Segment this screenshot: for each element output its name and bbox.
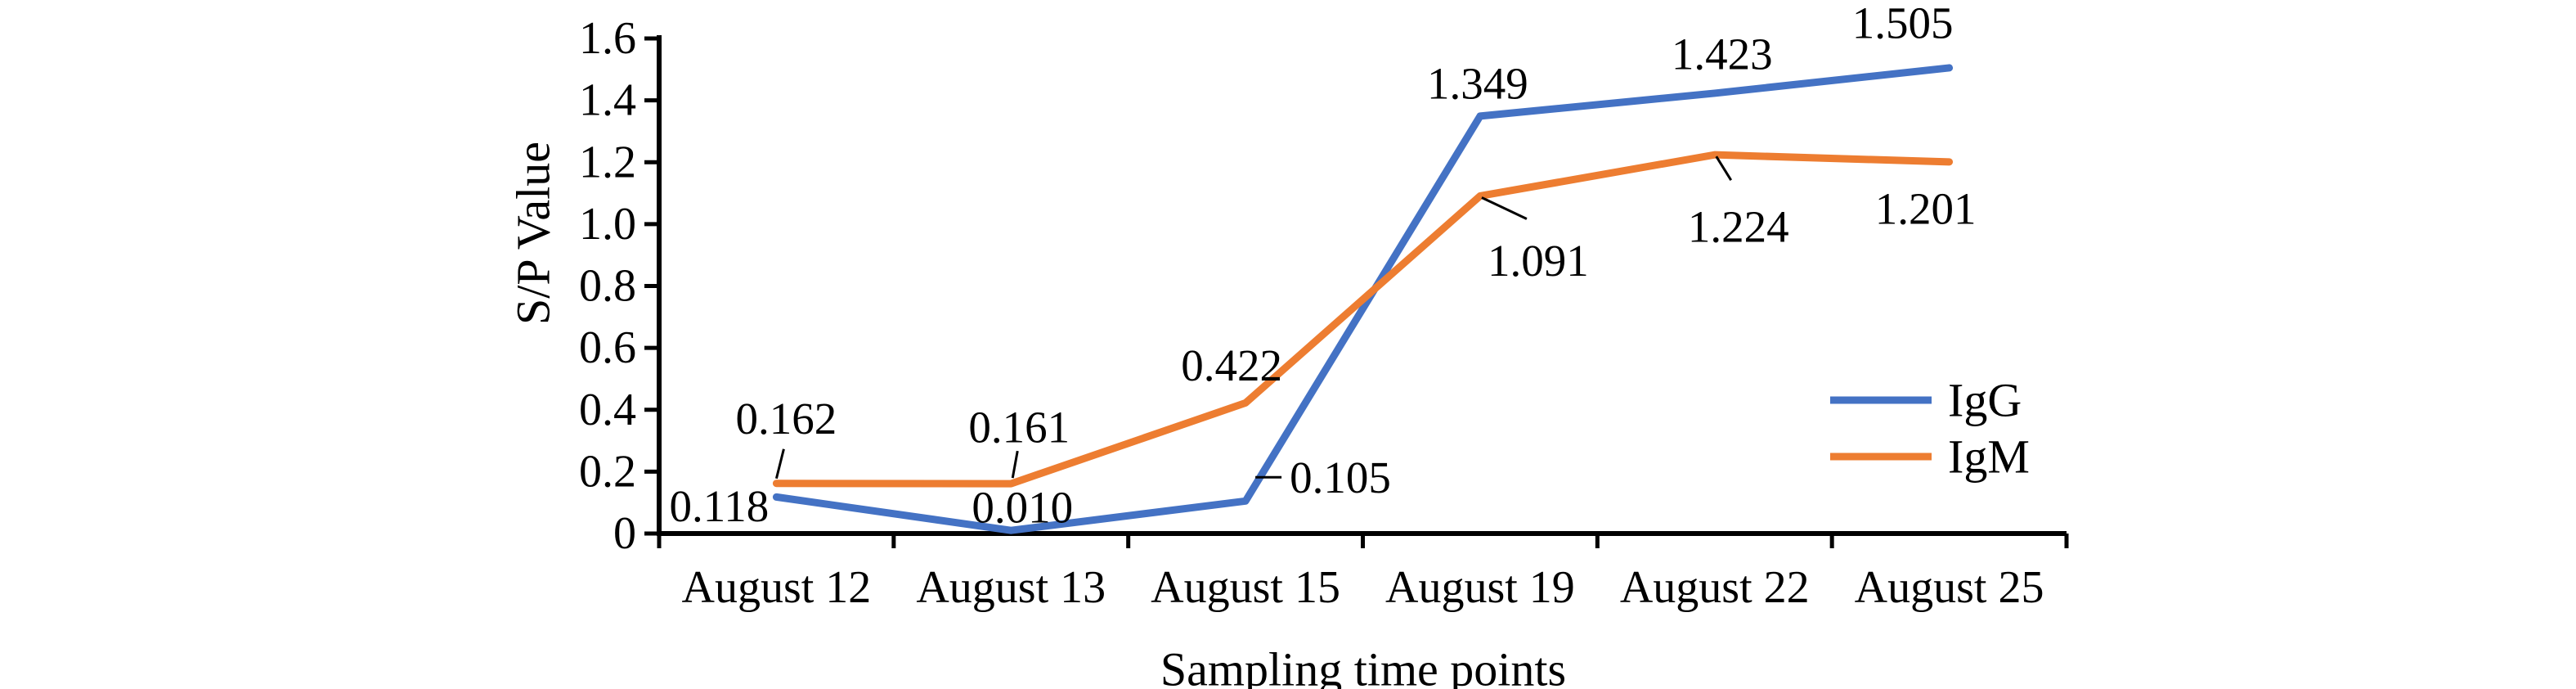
y-tick-label: 1.6 bbox=[579, 13, 636, 64]
data-label-igg: 1.423 bbox=[1672, 29, 1773, 79]
legend-label-igg: IgG bbox=[1948, 374, 2022, 427]
data-label-igg: 1.349 bbox=[1427, 58, 1528, 108]
y-tick-label: 0 bbox=[613, 508, 636, 559]
data-label-igg: 0.105 bbox=[1290, 453, 1391, 502]
data-label-leader bbox=[774, 448, 785, 480]
x-category-label: August 13 bbox=[916, 562, 1106, 613]
legend-label-igm: IgM bbox=[1948, 430, 2030, 484]
data-label-igg: 1.505 bbox=[1852, 0, 1954, 47]
y-axis-title: S/P Value bbox=[507, 142, 560, 325]
y-tick-label: 0.6 bbox=[579, 322, 636, 373]
data-label-igm: 0.422 bbox=[1181, 340, 1282, 390]
data-label-igg: 0.010 bbox=[972, 483, 1073, 533]
x-category-label: August 15 bbox=[1151, 562, 1340, 613]
x-category-label: August 12 bbox=[682, 562, 872, 613]
x-category-label: August 19 bbox=[1385, 562, 1575, 613]
data-label-igg: 0.118 bbox=[670, 481, 770, 531]
y-tick-label: 1.4 bbox=[579, 75, 636, 126]
data-label-igm: 0.162 bbox=[736, 394, 837, 444]
series-line-igg bbox=[772, 64, 1954, 534]
data-label-igm: 1.091 bbox=[1488, 236, 1589, 286]
y-tick-label: 0.4 bbox=[579, 385, 636, 435]
data-label-igm: 1.201 bbox=[1875, 183, 1977, 233]
legend: IgG IgM bbox=[1830, 374, 2030, 484]
data-label-leader bbox=[1011, 450, 1019, 479]
data-label-leader bbox=[1715, 155, 1733, 181]
data-label-igm: 0.161 bbox=[968, 403, 1070, 453]
series-line-igm bbox=[772, 151, 1954, 488]
x-category-label: August 25 bbox=[1855, 562, 2044, 613]
y-tick-label: 0.8 bbox=[579, 261, 636, 312]
y-tick-label: 1.2 bbox=[579, 137, 636, 187]
y-tick-label: 0.2 bbox=[579, 446, 636, 497]
data-label-leader bbox=[1481, 196, 1528, 220]
y-tick-label: 1.0 bbox=[579, 199, 636, 250]
x-axis-title: Sampling time points bbox=[1160, 643, 1566, 689]
x-category-label: August 22 bbox=[1620, 562, 1810, 613]
data-label-igm: 1.224 bbox=[1688, 202, 1789, 252]
